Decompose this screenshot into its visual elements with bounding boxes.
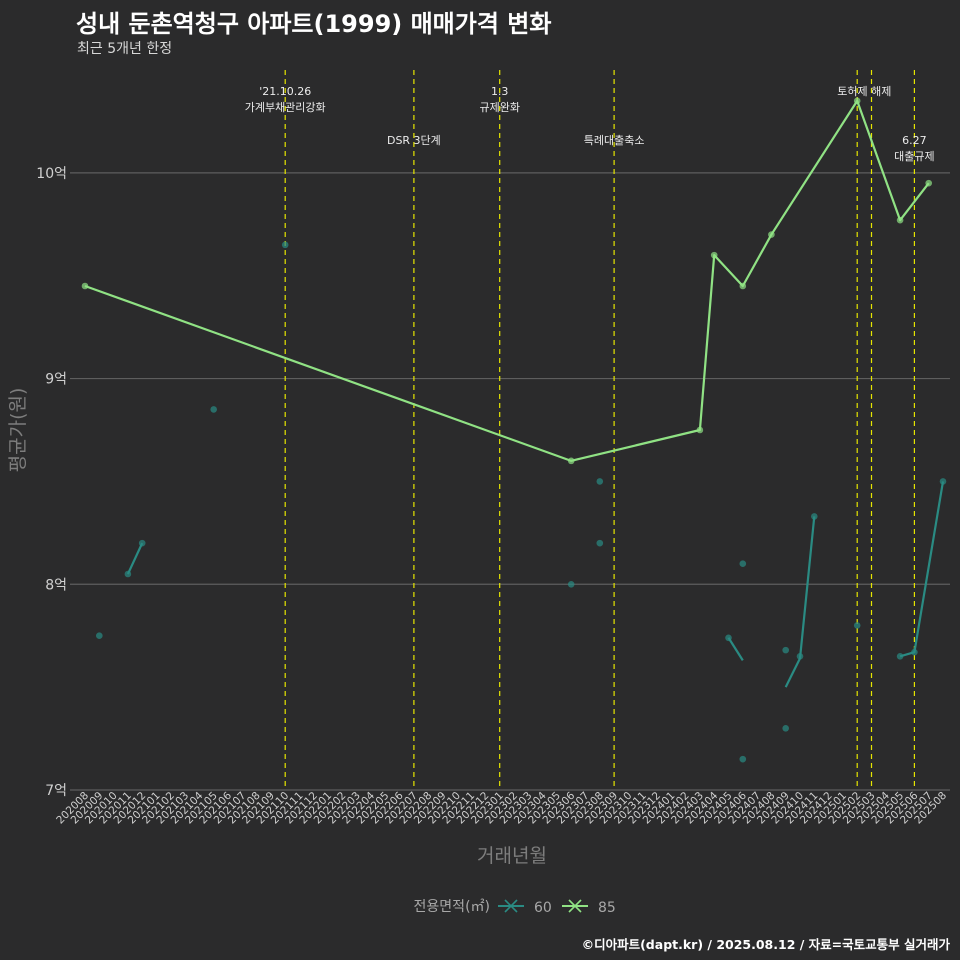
y-tick-label: 7억 [45,783,67,799]
legend-85-mark [568,899,582,913]
series-60-point [796,652,804,660]
series-85-line [84,99,930,462]
series-60-point [138,539,146,547]
series-60-point [567,580,575,588]
event-label: 6.27 [902,134,927,147]
event-label: 가계부채관리강화 [245,101,326,114]
series-85-point [925,179,932,187]
series-60-point [739,755,747,763]
x-axis-title: 거래년월 [477,845,547,867]
event-label: 대출규제 [894,150,934,163]
series-60-line [784,516,816,688]
chart-subtitle: 최근 5개년 한정 [77,41,173,57]
event-label: 규제완화 [479,101,519,114]
series-60-point [281,241,289,249]
y-tick-label: 9억 [45,372,67,388]
legend-60-mark [504,899,518,913]
series-60-line [727,637,744,661]
series-60-line [126,542,144,575]
series-60-line [899,481,945,658]
series-85-point [710,251,718,259]
series-60-point [725,634,732,642]
series-60-point [782,646,789,654]
legend-60-label: 60 [534,900,552,916]
source-credit: ©디아파트(dapt.kr) / 2025.08.12 / 자료=국토교통부 실… [581,937,950,952]
series-60-point [210,406,217,413]
series-60-point [911,648,918,656]
series-85-point [739,282,747,290]
event-label: '21.10.26 [259,85,311,98]
legend-85-label: 85 [598,900,616,916]
series-60-point [596,478,604,485]
series-60-point [96,632,103,640]
series-60-point [811,513,818,520]
series-60-point [853,622,861,629]
series-60-point [782,724,789,732]
event-label: 특례대출축소 [584,134,645,147]
legend-title: 전용면적(㎡) [414,899,490,915]
series-85-point [567,457,575,465]
series-85-point [81,282,89,290]
series-85-point [696,426,704,434]
series-85-point [853,97,861,105]
series-60-point [124,570,132,578]
series-85-point [896,216,904,224]
series-60-point [939,478,947,485]
y-tick-label: 10억 [36,166,67,182]
y-tick-label: 8억 [45,577,67,593]
event-label: 토허제 해제 [837,84,891,98]
series-60-point [596,539,604,547]
event-label: 1.3 [491,85,509,98]
chart-title: 성내 둔촌역청구 아파트(1999) 매매가격 변화 [76,10,552,38]
event-label: DSR 3단계 [387,134,441,147]
series-60-point [896,652,904,660]
y-axis-title: 평균가(원) [7,388,29,473]
series-60-point [739,560,747,568]
series-85-point [768,231,775,238]
